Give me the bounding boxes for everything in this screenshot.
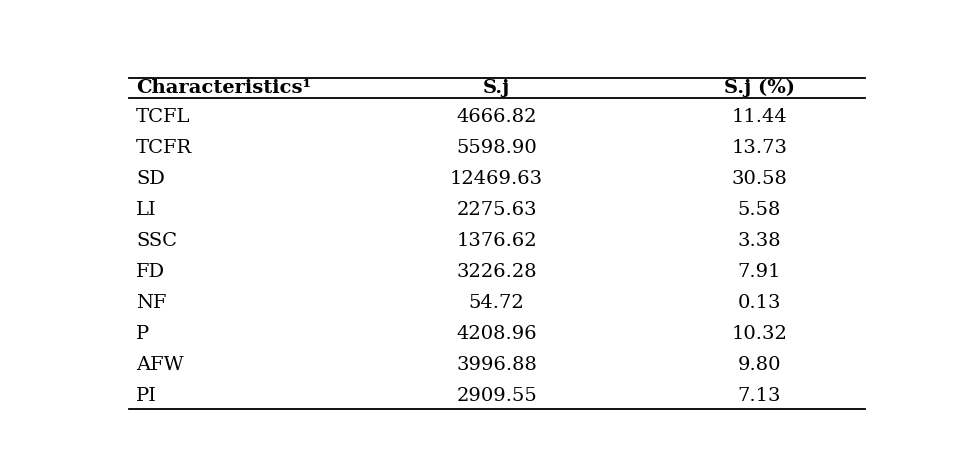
Text: 12469.63: 12469.63: [450, 170, 544, 188]
Text: 9.80: 9.80: [737, 356, 781, 373]
Text: 7.91: 7.91: [737, 263, 781, 281]
Text: S.j (%): S.j (%): [724, 79, 795, 97]
Text: NF: NF: [136, 293, 167, 312]
Text: 30.58: 30.58: [732, 170, 788, 188]
Text: 4666.82: 4666.82: [456, 108, 537, 126]
Text: P: P: [136, 325, 149, 343]
Text: 11.44: 11.44: [732, 108, 788, 126]
Text: PI: PI: [136, 387, 157, 405]
Text: 3226.28: 3226.28: [456, 263, 537, 281]
Text: LI: LI: [136, 201, 157, 219]
Text: 5598.90: 5598.90: [456, 139, 537, 157]
Text: 54.72: 54.72: [469, 293, 524, 312]
Text: 3996.88: 3996.88: [456, 356, 537, 373]
Text: S.j: S.j: [483, 79, 511, 97]
Text: TCFR: TCFR: [136, 139, 193, 157]
Text: TCFL: TCFL: [136, 108, 191, 126]
Text: 1376.62: 1376.62: [456, 232, 537, 249]
Text: SSC: SSC: [136, 232, 177, 249]
Text: 13.73: 13.73: [732, 139, 788, 157]
Text: 5.58: 5.58: [737, 201, 781, 219]
Text: FD: FD: [136, 263, 166, 281]
Text: 10.32: 10.32: [732, 325, 788, 343]
Text: 7.13: 7.13: [737, 387, 781, 405]
Text: 4208.96: 4208.96: [456, 325, 537, 343]
Text: AFW: AFW: [136, 356, 184, 373]
Text: 0.13: 0.13: [737, 293, 781, 312]
Text: Characteristics¹: Characteristics¹: [136, 79, 311, 97]
Text: 2275.63: 2275.63: [456, 201, 537, 219]
Text: 3.38: 3.38: [737, 232, 781, 249]
Text: SD: SD: [136, 170, 165, 188]
Text: 2909.55: 2909.55: [456, 387, 537, 405]
